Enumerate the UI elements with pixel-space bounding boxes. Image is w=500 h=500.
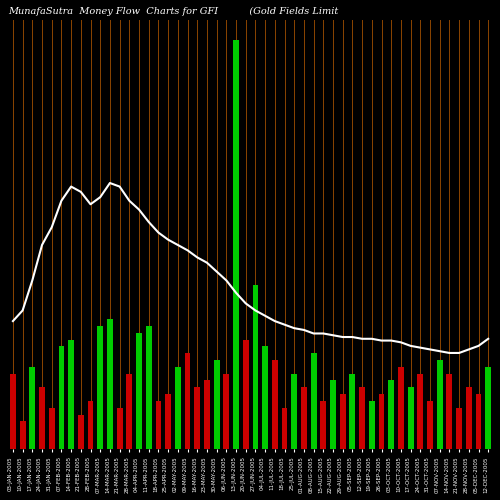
Bar xyxy=(204,380,210,448)
Bar xyxy=(68,340,74,448)
Bar xyxy=(437,360,442,448)
Bar xyxy=(446,374,452,448)
Bar xyxy=(262,346,268,448)
Bar xyxy=(98,326,103,448)
Bar xyxy=(10,374,16,448)
Bar xyxy=(340,394,345,448)
Bar xyxy=(486,367,491,448)
Bar xyxy=(320,401,326,448)
Bar xyxy=(78,414,84,448)
Bar xyxy=(126,374,132,448)
Text: MunafaSutra  Money Flow  Charts for GFI          (Gold Fields Limit: MunafaSutra Money Flow Charts for GFI (G… xyxy=(8,7,338,16)
Bar xyxy=(233,40,239,449)
Bar xyxy=(116,408,122,449)
Bar xyxy=(214,360,220,448)
Bar xyxy=(466,388,471,448)
Bar xyxy=(292,374,297,448)
Bar xyxy=(301,388,307,448)
Bar xyxy=(107,319,113,448)
Bar xyxy=(310,353,316,448)
Bar xyxy=(476,394,482,448)
Bar xyxy=(184,353,190,448)
Bar xyxy=(39,388,45,448)
Bar xyxy=(156,401,162,448)
Bar xyxy=(136,333,142,448)
Bar xyxy=(359,388,365,448)
Bar xyxy=(456,408,462,449)
Bar xyxy=(388,380,394,448)
Bar xyxy=(165,394,171,448)
Bar xyxy=(330,380,336,448)
Bar xyxy=(243,340,248,448)
Bar xyxy=(350,374,356,448)
Bar xyxy=(378,394,384,448)
Bar xyxy=(58,346,64,448)
Bar xyxy=(418,374,423,448)
Bar xyxy=(30,367,35,448)
Bar xyxy=(408,388,414,448)
Bar xyxy=(252,285,258,448)
Bar xyxy=(175,367,180,448)
Bar xyxy=(427,401,433,448)
Bar xyxy=(49,408,54,449)
Bar xyxy=(282,408,288,449)
Bar xyxy=(272,360,278,448)
Bar xyxy=(20,422,26,448)
Bar xyxy=(224,374,229,448)
Bar xyxy=(194,388,200,448)
Bar xyxy=(398,367,404,448)
Bar xyxy=(369,401,374,448)
Bar xyxy=(146,326,152,448)
Bar xyxy=(88,401,94,448)
